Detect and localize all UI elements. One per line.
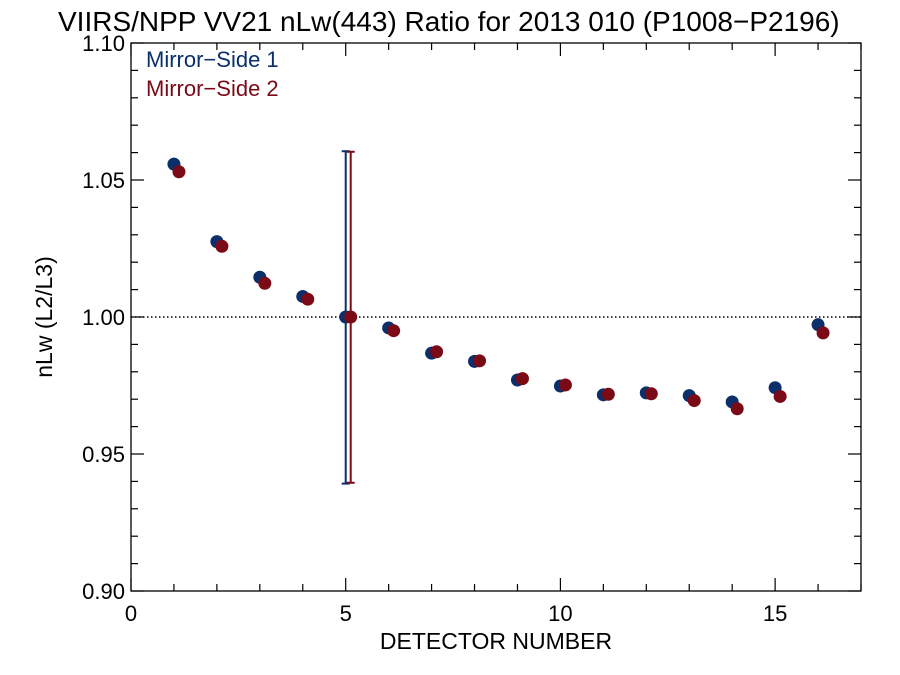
y-axis-label: nLw (L2/L3): [31, 256, 57, 377]
ticks-layer: 0 5 10 15 0.90 0.95 1.00 1.05 1.10: [82, 31, 862, 626]
data-point-mirror-side-2: [172, 165, 186, 179]
legend-mirror-side-2: Mirror−Side 2: [146, 76, 279, 101]
x-tick-label: 10: [548, 601, 572, 626]
x-axis-label: DETECTOR NUMBER: [380, 628, 612, 654]
data-point-mirror-side-2: [601, 387, 615, 401]
data-point-mirror-side-2: [344, 310, 358, 324]
data-point-mirror-side-2: [430, 345, 444, 359]
data-point-mirror-side-2: [515, 372, 529, 386]
legend-mirror-side-1: Mirror−Side 1: [146, 47, 279, 72]
x-tick-label: 5: [340, 601, 352, 626]
y-tick-label: 0.95: [82, 442, 125, 467]
data-point-mirror-side-2: [387, 324, 401, 338]
x-tick-label: 0: [125, 601, 137, 626]
data-point-mirror-side-2: [816, 326, 830, 340]
data-points: [167, 157, 830, 416]
data-point-mirror-side-2: [730, 402, 744, 416]
y-tick-label: 1.00: [82, 305, 125, 330]
chart-title: VIIRS/NPP VV21 nLw(443) Ratio for 2013 0…: [58, 6, 840, 37]
data-point-mirror-side-2: [258, 276, 272, 290]
data-point-mirror-side-2: [473, 354, 487, 368]
y-tick-label: 0.90: [82, 579, 125, 604]
data-point-mirror-side-2: [773, 389, 787, 403]
y-tick-label: 1.10: [82, 31, 125, 56]
data-point-mirror-side-2: [644, 387, 658, 401]
data-point-mirror-side-2: [301, 292, 315, 306]
data-point-mirror-side-2: [558, 378, 572, 392]
y-tick-label: 1.05: [82, 168, 125, 193]
data-point-mirror-side-2: [215, 239, 229, 253]
data-point-mirror-side-2: [687, 394, 701, 408]
x-tick-label: 15: [763, 601, 787, 626]
